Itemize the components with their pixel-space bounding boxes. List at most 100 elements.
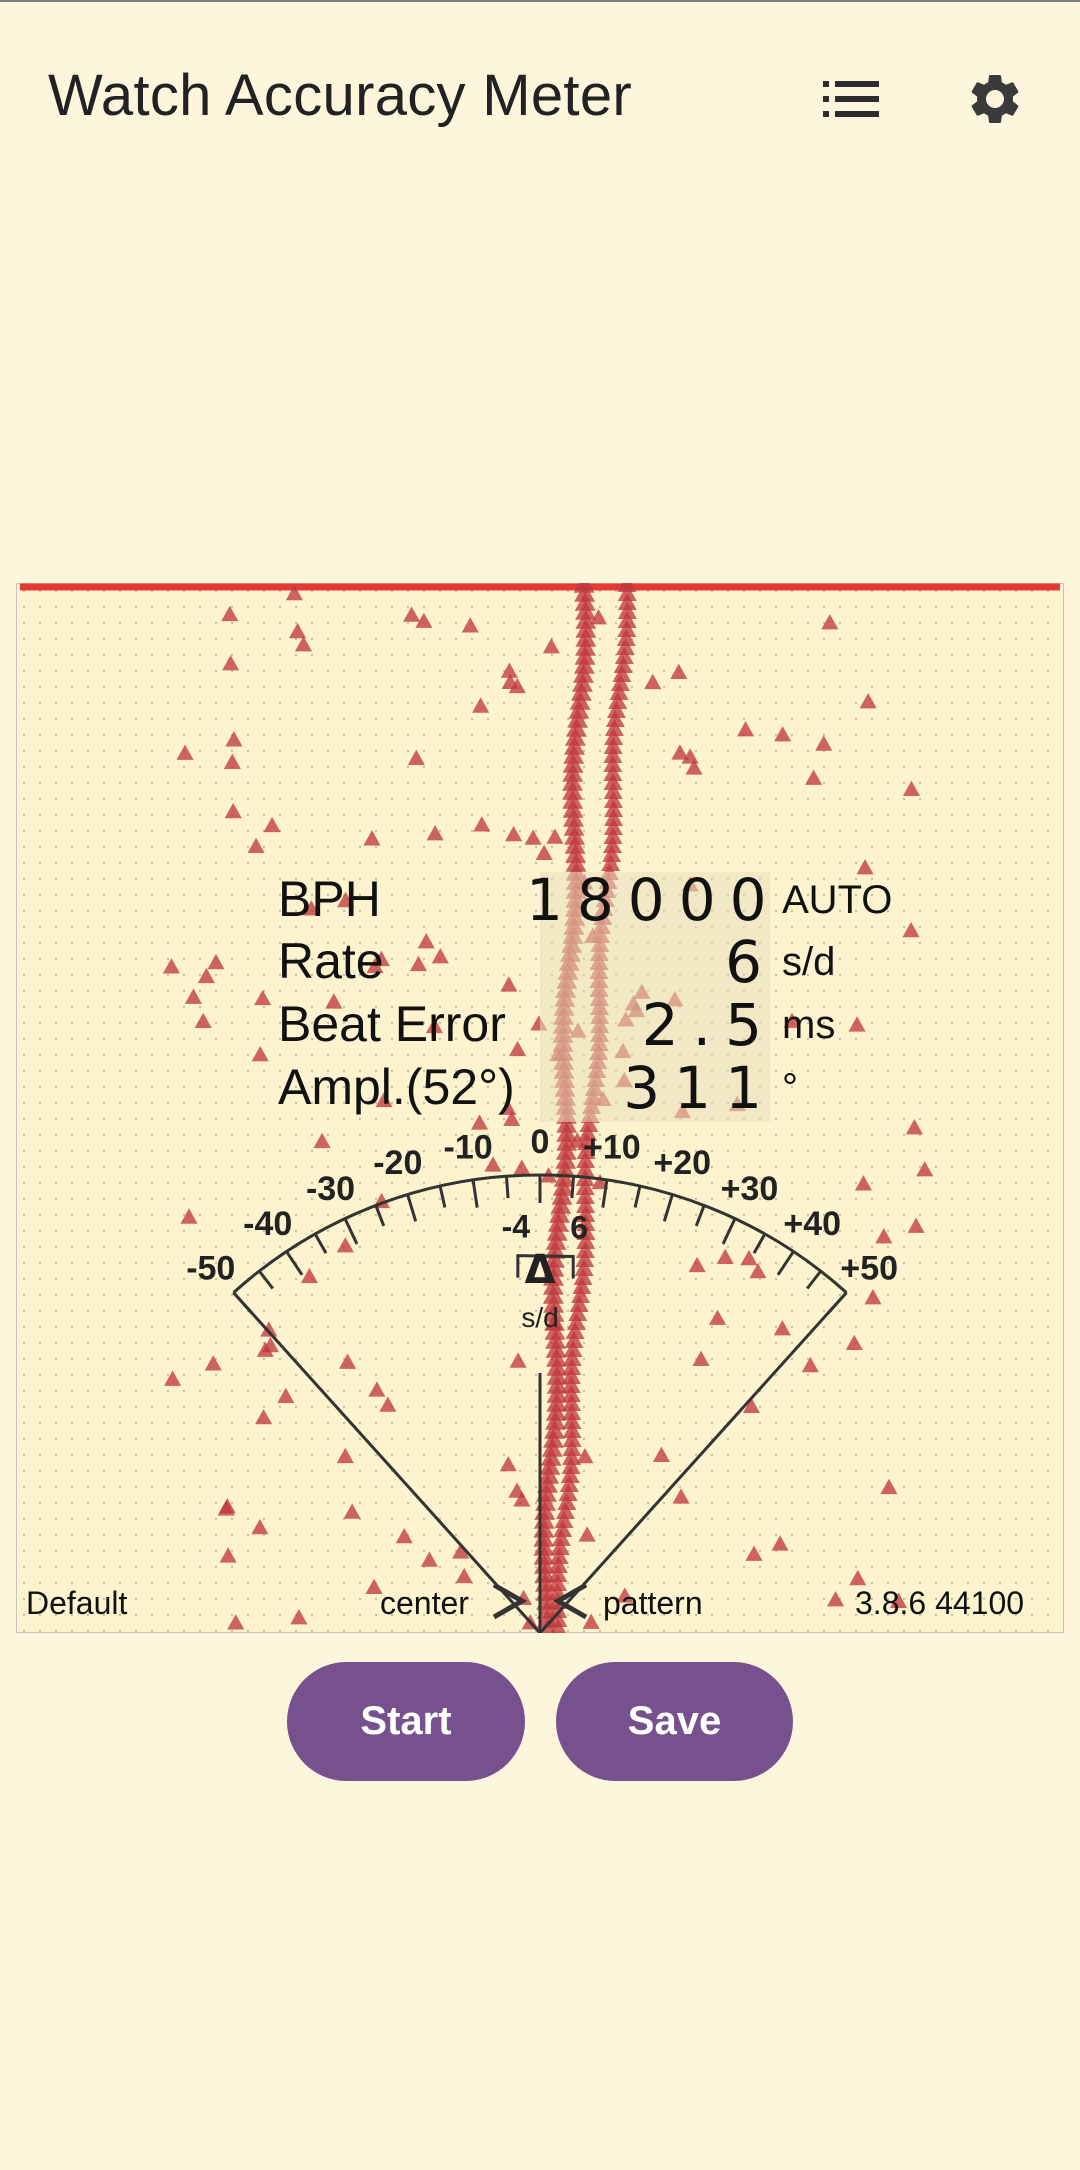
trace-point-b <box>617 584 637 601</box>
scatter-point <box>363 830 381 846</box>
scatter-point <box>500 976 518 992</box>
trace-point-a <box>537 1474 558 1493</box>
dial-left-edge <box>232 1291 542 1633</box>
scatter-point <box>576 1447 594 1464</box>
scatter-point <box>783 1012 801 1028</box>
scatter-point <box>223 753 241 769</box>
scatter-point <box>455 1567 473 1584</box>
trace-point-b <box>554 1511 574 1528</box>
scatter-point <box>854 1175 872 1191</box>
scatter-point <box>848 1016 866 1032</box>
trace-point-a <box>563 745 585 764</box>
scatter-point <box>379 1396 397 1412</box>
scale-label: +50 <box>840 1249 898 1287</box>
scatter-point <box>251 1045 269 1062</box>
trace-point-b <box>617 593 637 610</box>
trace-point-b <box>606 701 626 718</box>
trace-point-b <box>562 1412 582 1429</box>
scatter-point <box>708 1309 727 1325</box>
dial-tick <box>752 1233 767 1254</box>
trace-point-a <box>567 709 589 728</box>
dial-tick <box>343 1217 359 1245</box>
delta-symbol: Δ <box>525 1247 556 1293</box>
scatter-point <box>484 1156 502 1172</box>
trace-point-b <box>548 1601 568 1618</box>
scatter-point <box>513 1491 531 1507</box>
scatter-point <box>801 1356 819 1373</box>
trace-point-a <box>564 736 585 755</box>
scatter-point <box>889 1592 908 1608</box>
start-button[interactable]: Start <box>287 1662 525 1781</box>
scatter-point <box>509 1040 527 1057</box>
scatter-point <box>508 1482 526 1498</box>
scatter-point <box>471 1114 489 1130</box>
save-button[interactable]: Save <box>556 1662 793 1781</box>
trace-point-a <box>545 1231 567 1250</box>
trace-point-b <box>617 611 637 628</box>
trace-point-b <box>564 1331 584 1348</box>
scatter-point <box>671 744 689 760</box>
center-chevron-icon <box>492 1582 528 1620</box>
scatter-point <box>815 735 833 751</box>
trace-point-b <box>563 1340 583 1357</box>
trace-point-b <box>548 1574 568 1591</box>
scatter-point <box>535 844 553 860</box>
trace-point-a <box>544 1321 566 1340</box>
trace-point-b <box>566 1313 586 1330</box>
trace-point-b <box>561 1385 581 1402</box>
scatter-point <box>513 1159 531 1175</box>
dial-tick <box>826 1291 848 1315</box>
scatter-point <box>461 617 479 633</box>
trace-point-a <box>544 1420 565 1439</box>
trace-point-a <box>550 1195 572 1214</box>
trace-point-a <box>574 646 596 665</box>
dial-tick <box>694 1204 706 1227</box>
trace-point-a <box>566 718 587 737</box>
trace-point-a <box>564 835 586 854</box>
settings-button[interactable] <box>960 64 1030 134</box>
dial-tick <box>721 1217 737 1245</box>
trace-point-b <box>574 1259 594 1276</box>
trace-point-b <box>576 1151 596 1168</box>
app-bar: Watch Accuracy Meter <box>0 0 1080 197</box>
scale-label: -50 <box>186 1249 235 1287</box>
trace-point-b <box>601 854 621 871</box>
trace-point-b <box>604 719 624 736</box>
trace-point-b <box>562 1448 582 1465</box>
trace-point-b <box>560 1466 580 1483</box>
range-high-label: 6 <box>570 1209 588 1245</box>
trace-point-b <box>613 656 633 673</box>
dial-tick <box>406 1194 418 1222</box>
dial-tick <box>662 1194 674 1222</box>
trace-point-a <box>544 1249 565 1268</box>
scale-label: +10 <box>583 1128 641 1166</box>
trace-point-a <box>556 1132 578 1151</box>
dial-tick <box>313 1233 328 1254</box>
trace-point-a <box>545 1339 567 1358</box>
scatter-point <box>745 1545 763 1561</box>
scatter-point <box>254 989 272 1006</box>
trace-point-a <box>546 1357 568 1376</box>
trace-point-b <box>602 836 622 853</box>
list-button[interactable] <box>816 64 886 134</box>
trace-point-b <box>617 620 637 637</box>
trace-point-b <box>576 1223 596 1240</box>
dial-tick <box>504 1176 510 1199</box>
scatter-point <box>737 721 755 737</box>
trace-point-b <box>555 1502 575 1519</box>
dial-tick <box>374 1204 386 1227</box>
trace-point-a <box>553 1168 575 1187</box>
trace-point-b <box>576 1142 596 1159</box>
scatter-point <box>616 1587 634 1603</box>
trace-point-b <box>561 1376 581 1393</box>
scatter-point <box>219 1547 237 1563</box>
dial-right-edge <box>538 1291 848 1633</box>
scatter-point <box>849 1569 867 1586</box>
trace-point-b <box>609 683 629 700</box>
delta-unit: s/d <box>521 1302 558 1333</box>
trace-point-b <box>604 809 624 826</box>
trace-point-a <box>570 682 592 701</box>
trace-point-b <box>611 674 631 691</box>
scatter-point <box>864 1289 882 1305</box>
trace-point-a <box>546 1222 568 1241</box>
